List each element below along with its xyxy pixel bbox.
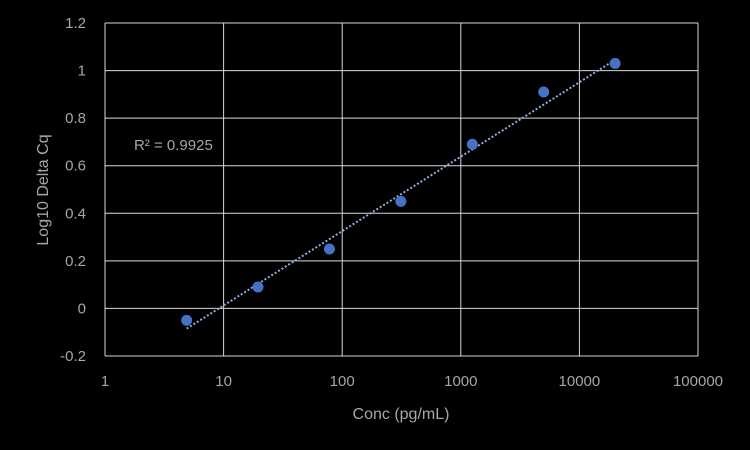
data-point — [538, 86, 550, 98]
y-tick-label: 0.8 — [65, 110, 86, 127]
x-tick-label: 100000 — [673, 373, 723, 390]
y-tick-label: -0.2 — [60, 348, 86, 365]
x-tick-labels: 1 10 100 1000 10000 100000 — [101, 373, 723, 390]
data-point — [609, 57, 621, 69]
y-axis-title: Log10 Delta Cq — [35, 134, 52, 245]
x-tick-label: 10 — [215, 373, 232, 390]
data-point — [252, 281, 264, 293]
data-points — [181, 57, 621, 326]
y-tick-label: 0.4 — [65, 205, 86, 222]
y-tick-label: 1 — [78, 63, 86, 80]
y-tick-label: 0 — [78, 300, 86, 317]
x-axis-title: Conc (pg/mL) — [353, 406, 450, 423]
data-point — [466, 138, 478, 150]
data-point — [181, 314, 193, 326]
x-tick-label: 10000 — [559, 373, 601, 390]
x-tick-label: 1000 — [444, 373, 477, 390]
r-squared-annotation: R² = 0.9925 — [134, 137, 213, 154]
y-tick-label: 0.2 — [65, 253, 86, 270]
y-tick-label: 1.2 — [65, 15, 86, 32]
x-tick-label: 1 — [101, 373, 109, 390]
data-point — [323, 243, 335, 255]
grid-lines — [104, 22, 699, 357]
data-point — [395, 195, 407, 207]
y-tick-label: 0.6 — [65, 158, 86, 175]
y-tick-labels: -0.2 0 0.2 0.4 0.6 0.8 1 1.2 — [60, 15, 86, 365]
x-tick-label: 100 — [330, 373, 355, 390]
